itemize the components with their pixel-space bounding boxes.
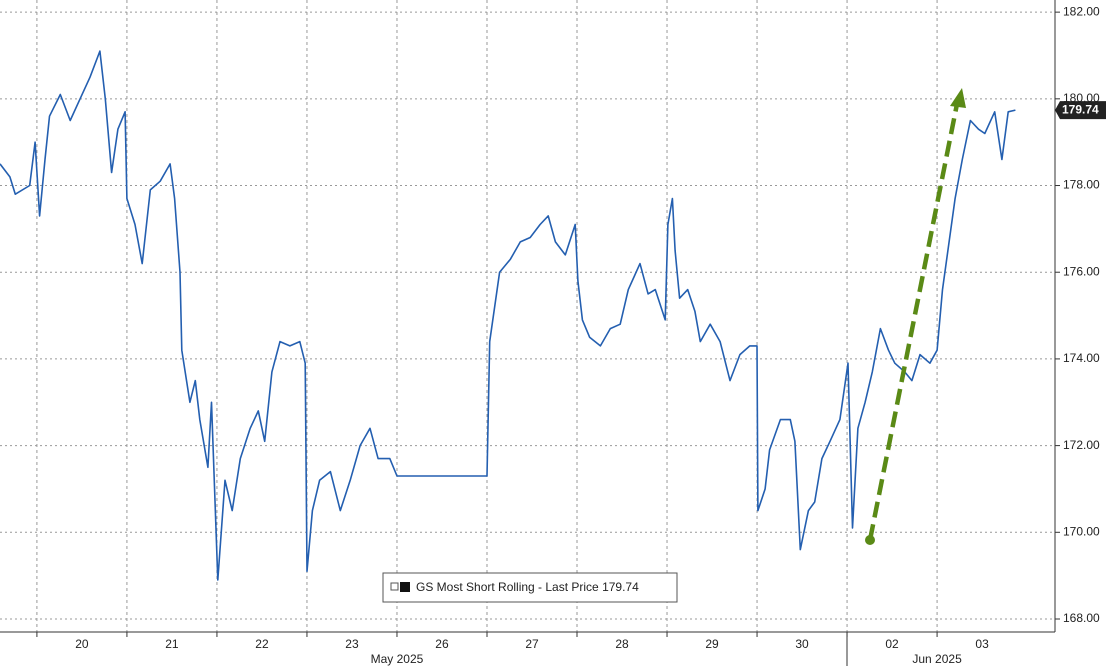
legend-value: 179.74: [602, 580, 639, 594]
last-price-badge: [1055, 101, 1106, 120]
plot-area: [0, 0, 1055, 632]
x-tick-label: 22: [255, 637, 269, 651]
marks: [0, 50, 1016, 581]
y-tick-label: 172.00: [1063, 438, 1100, 452]
y-tick-label: 174.00: [1063, 351, 1100, 365]
x-tick-label: 21: [165, 637, 179, 651]
legend-text: GS Most Short Rolling - Last Price 179.7…: [416, 580, 639, 594]
last-price-label: 179.74: [1062, 102, 1099, 116]
month-label: May 2025: [371, 652, 424, 666]
legend-icon: [390, 582, 399, 591]
x-tick-label: 02: [885, 637, 899, 651]
legend-swatch: [400, 582, 410, 592]
x-tick-label: 03: [975, 637, 989, 651]
x-tick-label: 29: [705, 637, 719, 651]
y-tick-label: 178.00: [1063, 178, 1100, 192]
legend-box: [382, 572, 678, 603]
legend-label: GS Most Short Rolling - Last Price: [416, 580, 599, 594]
x-tick-label: 23: [345, 637, 359, 651]
y-tick-label: 182.00: [1063, 4, 1100, 18]
trend-arrow-head: [950, 88, 966, 108]
grid: [0, 0, 1055, 632]
x-tick-label: 27: [525, 637, 539, 651]
trend-arrow: [867, 103, 960, 541]
month-label: Jun 2025: [912, 652, 962, 666]
trend-arrow-start: [865, 535, 875, 545]
x-tick-label: 20: [75, 637, 89, 651]
price-line: [0, 50, 1016, 581]
legend: GS Most Short Rolling - Last Price 179.7…: [382, 572, 678, 603]
x-tick-label: 28: [615, 637, 629, 651]
y-tick-label: 170.00: [1063, 524, 1100, 538]
x-tick-label: 30: [795, 637, 809, 651]
y-tick-label: 168.00: [1063, 611, 1100, 625]
y-tick-label: 176.00: [1063, 264, 1100, 278]
x-tick-label: 26: [435, 637, 449, 651]
axes: 168.00170.00172.00174.00176.00178.00180.…: [36, 4, 1100, 666]
